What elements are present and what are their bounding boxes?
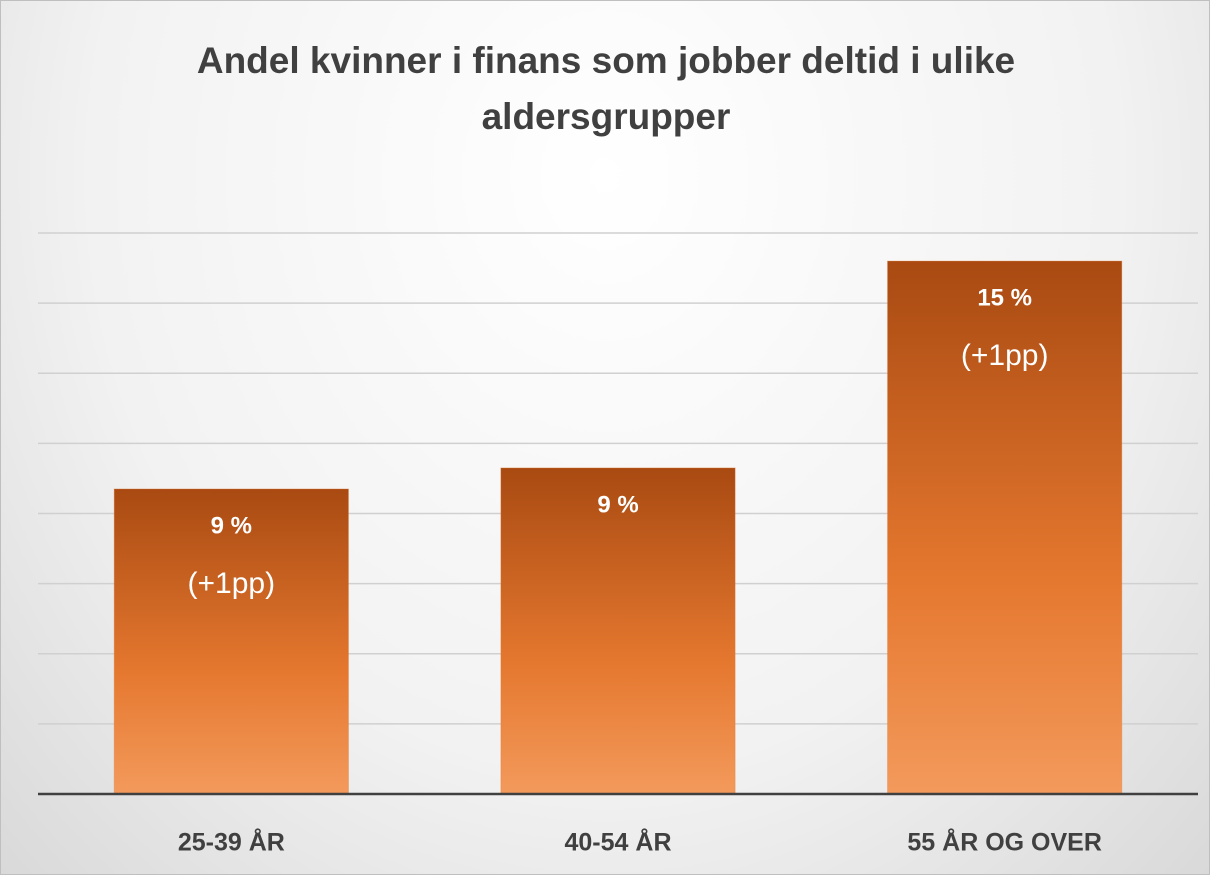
- x-tick-label: 40-54 ÅR: [565, 828, 672, 857]
- change-label: (+1pp): [188, 567, 276, 600]
- data-label: 15 %: [977, 284, 1032, 311]
- chart-title: Andel kvinner i finans som jobber deltid…: [196, 40, 1016, 137]
- data-label: 9 %: [211, 512, 252, 539]
- bar: [500, 467, 736, 795]
- change-label: (+1pp): [961, 339, 1049, 372]
- x-tick-label: 25-39 ÅR: [178, 828, 285, 857]
- x-tick-label: 55 ÅR OG OVER: [907, 828, 1102, 857]
- bar: [887, 260, 1123, 795]
- bar: [113, 488, 349, 795]
- data-label: 9 %: [597, 491, 638, 518]
